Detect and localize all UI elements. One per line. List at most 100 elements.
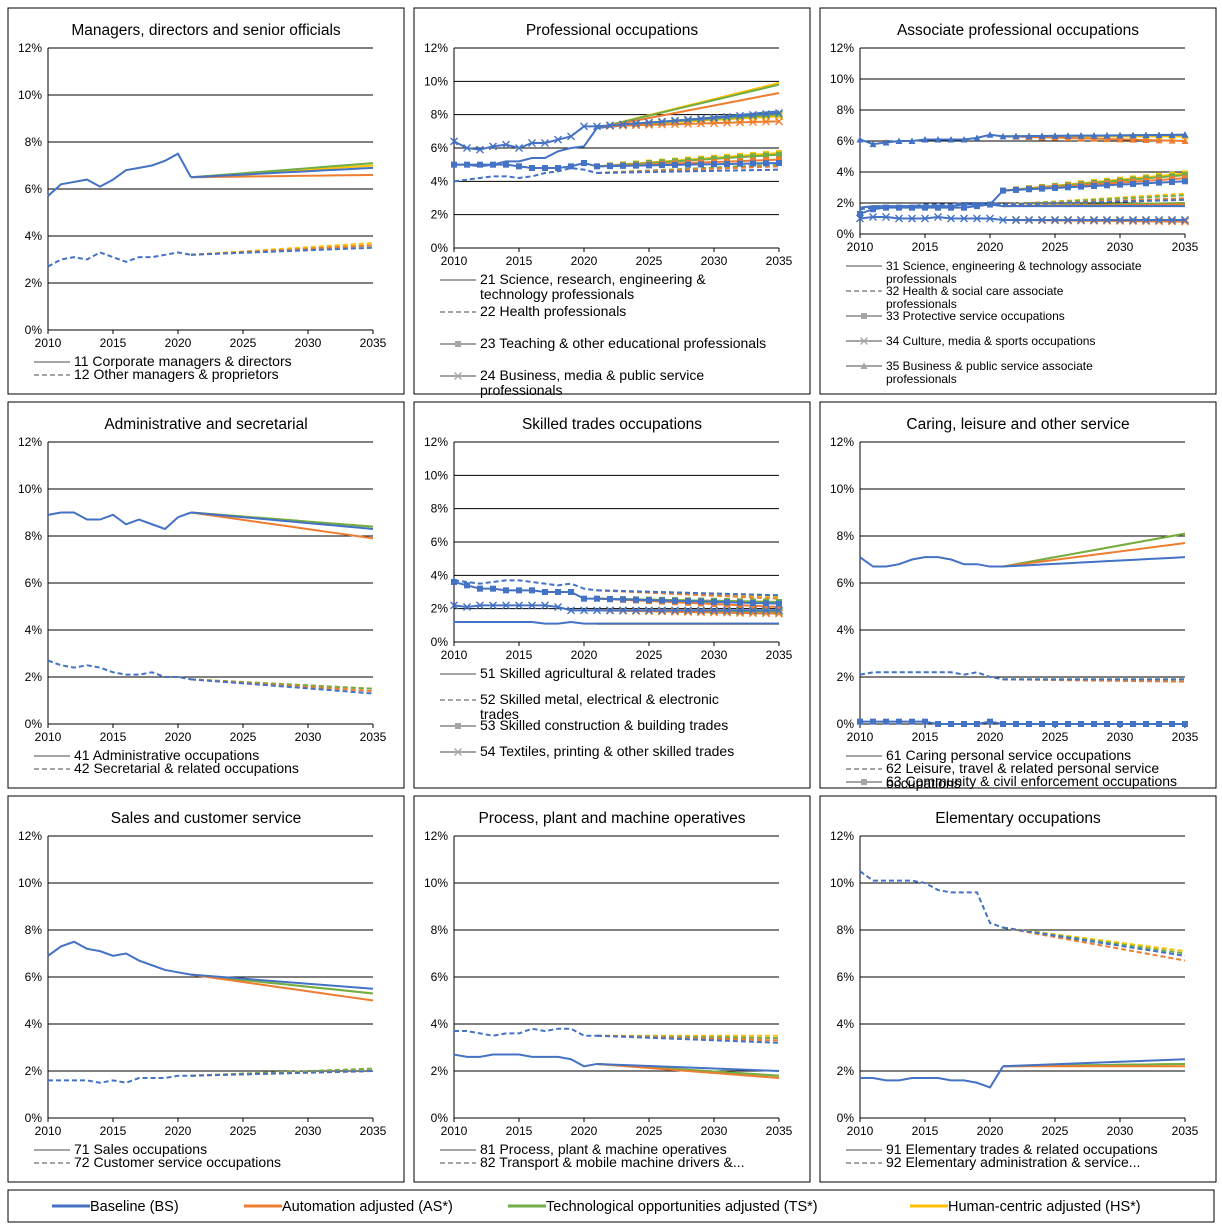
history-marker	[883, 718, 889, 725]
projection-marker-BS	[737, 160, 743, 167]
projection-line-TS	[1002, 532, 1186, 568]
projection-marker-BS	[775, 109, 783, 117]
y-tick-label: 6%	[431, 141, 449, 155]
projection-marker-BS	[1025, 216, 1033, 225]
y-tick-label: 10%	[18, 876, 42, 890]
history-marker	[451, 161, 457, 168]
y-tick-label: 6%	[431, 970, 449, 984]
x-tick-label: 2020	[977, 1124, 1004, 1138]
x-tick-label: 2030	[295, 1124, 322, 1138]
series-legend: 31 Science, engineering & technology ass…	[846, 259, 1142, 386]
series-legend-label: 52 Skilled metal, electrical & electroni…	[480, 691, 719, 707]
series-legend-label: 82 Transport & mobile machine drivers &.…	[480, 1154, 745, 1170]
projection-marker-AS	[775, 609, 783, 618]
x-tick-label: 2015	[506, 254, 533, 268]
series-legend-item: 62 Leisure, travel & related personal se…	[846, 760, 1159, 791]
x-tick-label: 2020	[571, 254, 598, 268]
x-tick-label: 2025	[1042, 730, 1069, 744]
history-line	[860, 1065, 1004, 1089]
history-marker	[960, 214, 968, 223]
projection-marker-BS	[1065, 721, 1071, 727]
projection-marker-BS	[1051, 216, 1059, 225]
series-legend-item: 53 Skilled construction & building trade…	[440, 717, 728, 733]
projection-marker-BS	[685, 598, 691, 605]
history-marker	[973, 214, 981, 223]
y-tick-label: 12%	[830, 41, 854, 55]
history-marker	[464, 582, 470, 589]
projection-marker-BS	[1104, 182, 1110, 189]
history-line	[454, 620, 597, 625]
chart-title: Sales and customer service	[111, 810, 301, 827]
series-legend-label: 33 Protective service occupations	[886, 309, 1065, 323]
history-marker	[529, 165, 535, 171]
series-legend-item: 91 Elementary trades & related occupatio…	[846, 1141, 1158, 1157]
projection-marker-BS	[1142, 216, 1150, 225]
history-marker	[568, 163, 574, 170]
series-4	[450, 109, 783, 154]
chart-title: Professional occupations	[526, 22, 699, 39]
projection-line-TS	[190, 1067, 374, 1077]
legend-sample-marker	[861, 779, 867, 785]
projection-marker-BS	[698, 598, 704, 605]
series-2	[859, 671, 1186, 683]
y-tick-label: 2%	[431, 1064, 449, 1078]
history-marker	[999, 132, 1007, 140]
projection-marker-BS	[633, 162, 639, 169]
panel-frame	[7, 401, 405, 789]
x-tick-label: 2030	[295, 336, 322, 350]
projection-marker-BS	[1038, 132, 1046, 140]
series-legend-item: 42 Secretarial & related occupations	[34, 760, 299, 776]
projection-marker-BS	[619, 120, 627, 129]
projection-marker-BS	[1038, 216, 1046, 225]
history-marker	[908, 137, 916, 144]
series-4	[450, 601, 783, 618]
history-marker	[882, 139, 890, 146]
projection-marker-BS	[619, 606, 627, 615]
projection-marker-AS	[1103, 135, 1111, 143]
history-marker	[515, 144, 523, 152]
x-tick-label: 2020	[165, 336, 192, 350]
y-tick-label: 2%	[837, 670, 855, 684]
y-tick-label: 2%	[837, 196, 855, 210]
panel-frame	[413, 7, 811, 395]
projection-marker-BS	[620, 596, 626, 603]
history-marker	[869, 212, 877, 221]
history-marker	[882, 212, 890, 221]
y-tick-label: 4%	[431, 1017, 449, 1031]
panel-frame	[7, 795, 405, 1183]
projection-line-HS	[190, 242, 374, 256]
y-tick-label: 4%	[837, 1017, 855, 1031]
history-marker	[567, 606, 575, 615]
x-tick-label: 2020	[571, 1124, 598, 1138]
history-marker	[1000, 721, 1006, 727]
y-tick-label: 12%	[424, 829, 448, 843]
y-tick-label: 10%	[18, 88, 42, 102]
history-line	[48, 1074, 191, 1084]
projection-marker-BS	[776, 600, 782, 607]
x-tick-label: 2020	[977, 240, 1004, 254]
y-tick-label: 2%	[25, 276, 43, 290]
series-legend-item: 32 Health & social care associateprofess…	[846, 284, 1064, 311]
y-tick-label: 8%	[837, 529, 855, 543]
legend-sample-marker	[454, 372, 462, 380]
projection-marker-BS	[698, 161, 704, 168]
projection-marker-AS	[763, 603, 769, 610]
projection-marker-BS	[659, 597, 665, 604]
history-marker	[986, 214, 994, 223]
history-marker	[909, 204, 915, 211]
y-tick-label: 0%	[25, 1111, 43, 1125]
projection-marker-BS	[1039, 185, 1045, 192]
series-3	[857, 170, 1188, 217]
history-marker	[986, 131, 994, 138]
projection-marker-BS	[736, 111, 744, 120]
y-tick-label: 0%	[25, 323, 43, 337]
projection-line-BS	[596, 1034, 780, 1044]
series-2	[47, 659, 374, 695]
legend-sample-marker	[861, 313, 867, 319]
chart-title: Associate professional occupations	[897, 22, 1139, 39]
projection-marker-BS	[671, 606, 679, 615]
projection-marker-AS	[736, 118, 744, 127]
x-tick-label: 2010	[441, 1124, 468, 1138]
projection-marker-BS	[1051, 132, 1059, 139]
